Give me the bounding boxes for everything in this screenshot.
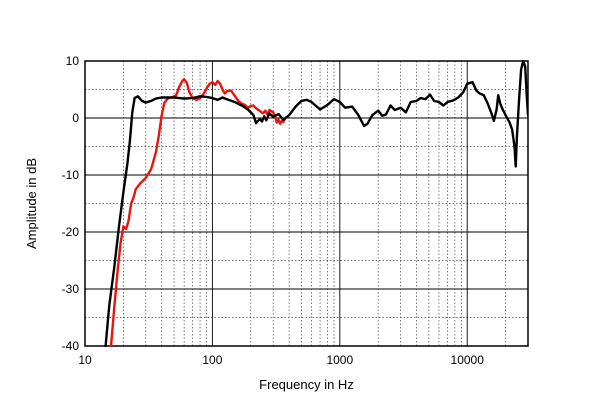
x-tick-label: 100 xyxy=(202,353,222,367)
series-line-red xyxy=(109,78,286,347)
x-tick-label: 1000 xyxy=(326,353,353,367)
series-layer xyxy=(104,60,528,347)
y-tick-label: -10 xyxy=(62,168,80,182)
y-tick-label: 0 xyxy=(72,111,79,125)
y-axis-title: Amplitude in dB xyxy=(24,158,39,249)
minor-grid xyxy=(85,61,529,346)
x-tick-label: 10 xyxy=(78,353,92,367)
x-axis-title: Frequency in Hz xyxy=(259,377,354,392)
y-tick-label: -30 xyxy=(62,282,80,296)
y-tick-label: -40 xyxy=(62,339,80,353)
y-tick-label: 10 xyxy=(66,54,80,68)
y-tick-labels: 10 0 -10 -20 -30 -40 xyxy=(62,54,80,353)
y-tick-label: -20 xyxy=(62,225,80,239)
x-tick-labels: 10 100 1000 10000 xyxy=(78,353,484,367)
x-tick-label: 10000 xyxy=(451,353,485,367)
plot-frame xyxy=(84,60,529,347)
series-line-black xyxy=(104,60,528,347)
